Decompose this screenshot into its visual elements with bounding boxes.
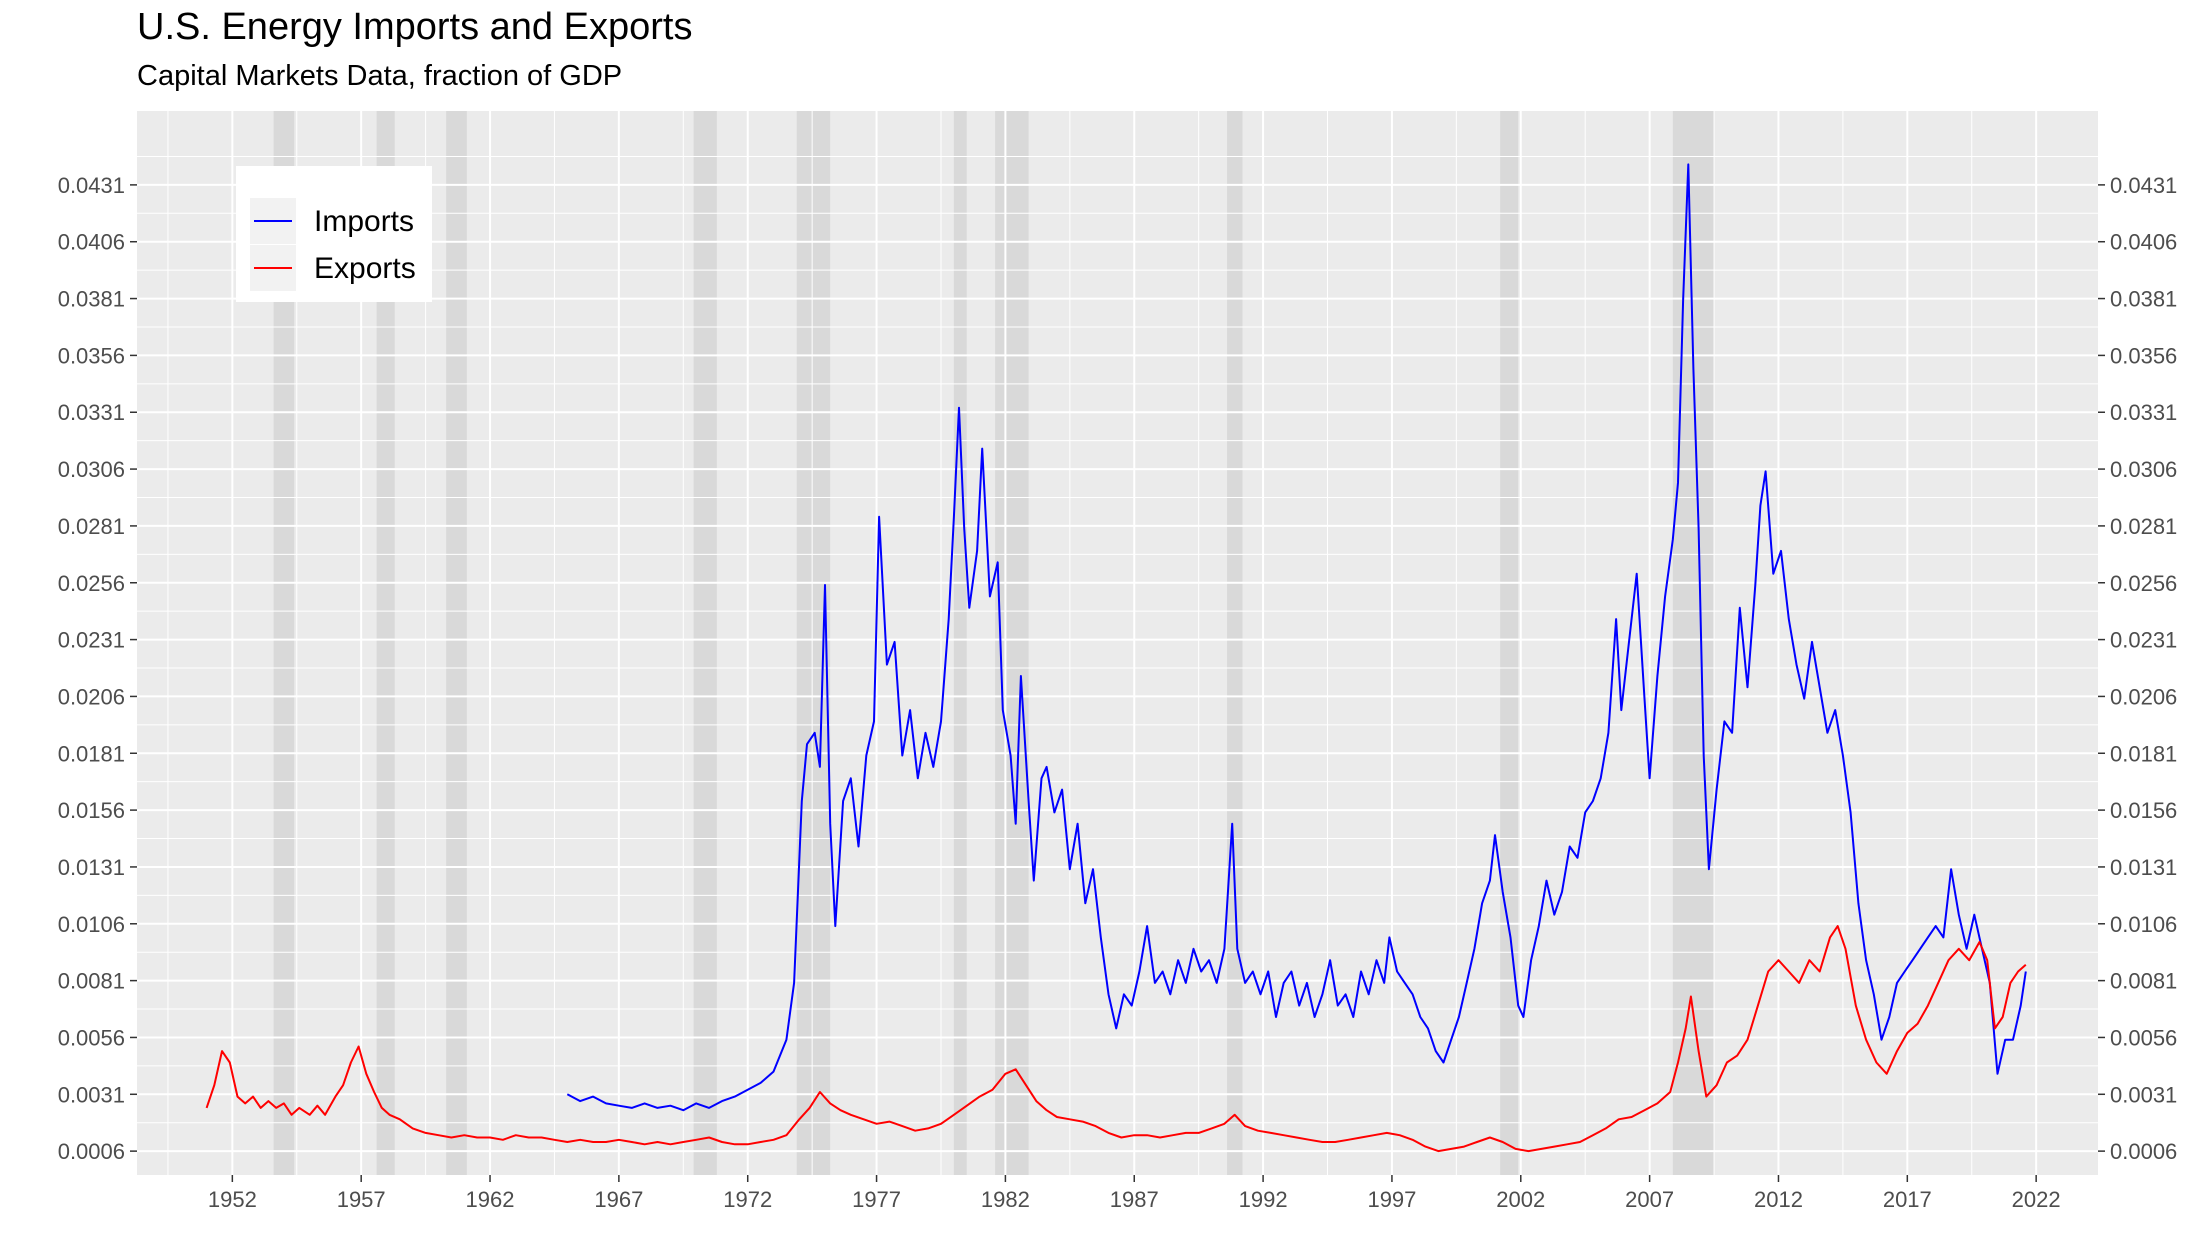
series-lines bbox=[205, 163, 2027, 1153]
x-tick-label: 1987 bbox=[1110, 1187, 1159, 1212]
series-line-exports bbox=[205, 925, 2027, 1153]
y-tick-label-left: 0.0231 bbox=[58, 628, 125, 653]
y-tick-label-right: 0.0281 bbox=[2110, 514, 2177, 539]
chart-title: U.S. Energy Imports and Exports bbox=[137, 6, 693, 48]
y-tick-label-left: 0.0431 bbox=[58, 173, 125, 198]
x-tick-label: 1982 bbox=[981, 1187, 1030, 1212]
x-tick-label: 2012 bbox=[1754, 1187, 1803, 1212]
x-tick-label: 1962 bbox=[466, 1187, 515, 1212]
x-tick-label: 1997 bbox=[1367, 1187, 1416, 1212]
series-line-imports bbox=[566, 163, 2027, 1112]
y-tick-label-left: 0.0006 bbox=[58, 1139, 125, 1164]
y-tick-label-right: 0.0031 bbox=[2110, 1082, 2177, 1107]
y-tick-label-left: 0.0031 bbox=[58, 1082, 125, 1107]
y-tick-label-left: 0.0331 bbox=[58, 400, 125, 425]
y-tick-label-right: 0.0206 bbox=[2110, 684, 2177, 709]
x-tick-label: 2007 bbox=[1625, 1187, 1674, 1212]
y-tick-label-right: 0.0131 bbox=[2110, 855, 2177, 880]
recession-band bbox=[953, 111, 967, 1175]
x-tick-label: 1972 bbox=[723, 1187, 772, 1212]
y-tick-label-left: 0.0356 bbox=[58, 343, 125, 368]
y-tick-label-left: 0.0306 bbox=[58, 457, 125, 482]
y-tick-label-left: 0.0131 bbox=[58, 855, 125, 880]
recession-band bbox=[376, 111, 395, 1175]
recession-band bbox=[1227, 111, 1243, 1175]
x-tick-label: 1967 bbox=[594, 1187, 643, 1212]
y-tick-label-left: 0.0081 bbox=[58, 969, 125, 994]
grid-lines bbox=[137, 111, 2098, 1175]
y-tick-label-right: 0.0256 bbox=[2110, 571, 2177, 596]
y-tick-label-left: 0.0156 bbox=[58, 798, 125, 823]
legend-label-exports: Exports bbox=[314, 252, 416, 285]
y-tick-label-left: 0.0206 bbox=[58, 684, 125, 709]
recession-band bbox=[446, 111, 467, 1175]
x-tick-label: 2017 bbox=[1883, 1187, 1932, 1212]
y-tick-label-right: 0.0406 bbox=[2110, 230, 2177, 255]
legend-label-imports: Imports bbox=[314, 205, 414, 238]
y-tick-label-left: 0.0181 bbox=[58, 741, 125, 766]
x-tick-label: 1957 bbox=[337, 1187, 386, 1212]
x-tick-label: 1992 bbox=[1239, 1187, 1288, 1212]
x-tick-label: 2002 bbox=[1496, 1187, 1545, 1212]
y-tick-label-left: 0.0056 bbox=[58, 1025, 125, 1050]
chart-subtitle: Capital Markets Data, fraction of GDP bbox=[137, 60, 623, 92]
recession-band bbox=[693, 111, 717, 1175]
recession-band bbox=[1672, 111, 1715, 1175]
y-tick-label-right: 0.0056 bbox=[2110, 1025, 2177, 1050]
y-tick-label-right: 0.0156 bbox=[2110, 798, 2177, 823]
y-tick-label-left: 0.0406 bbox=[58, 230, 125, 255]
y-tick-label-right: 0.0356 bbox=[2110, 343, 2177, 368]
y-tick-label-right: 0.0181 bbox=[2110, 741, 2177, 766]
y-tick-label-right: 0.0006 bbox=[2110, 1139, 2177, 1164]
y-tick-label-right: 0.0331 bbox=[2110, 400, 2177, 425]
y-tick-label-right: 0.0081 bbox=[2110, 969, 2177, 994]
x-tick-label: 1952 bbox=[208, 1187, 257, 1212]
recession-band bbox=[796, 111, 831, 1175]
y-tick-label-right: 0.0106 bbox=[2110, 912, 2177, 937]
legend: Imports Exports bbox=[236, 166, 432, 302]
x-tick-label: 1977 bbox=[852, 1187, 901, 1212]
y-tick-label-right: 0.0306 bbox=[2110, 457, 2177, 482]
y-tick-label-right: 0.0431 bbox=[2110, 173, 2177, 198]
y-tick-label-left: 0.0256 bbox=[58, 571, 125, 596]
x-tick-label: 2022 bbox=[2012, 1187, 2061, 1212]
y-tick-label-left: 0.0381 bbox=[58, 287, 125, 312]
y-tick-label-left: 0.0106 bbox=[58, 912, 125, 937]
y-tick-label-right: 0.0231 bbox=[2110, 628, 2177, 653]
y-tick-label-left: 0.0281 bbox=[58, 514, 125, 539]
axes: 1952 1957 1962 1967 1972 1977 1982 1987 1992 1997… bbox=[58, 173, 2178, 1212]
recession-bands bbox=[273, 111, 1715, 1175]
y-tick-label-right: 0.0381 bbox=[2110, 287, 2177, 312]
recession-band bbox=[273, 111, 295, 1175]
